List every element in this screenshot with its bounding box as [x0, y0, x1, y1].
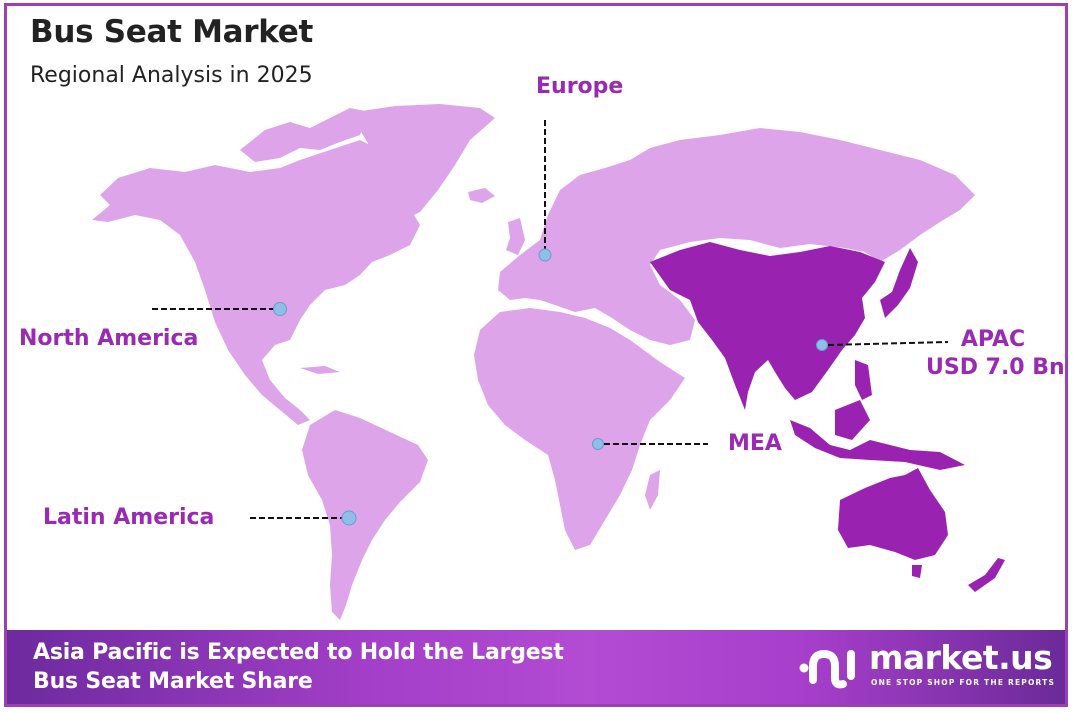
marker-europe[interactable] — [538, 248, 552, 262]
footer-headline-line1: Asia Pacific is Expected to Hold the Lar… — [33, 640, 564, 665]
apac-region-name: APAC — [960, 327, 1026, 352]
leader-apac — [827, 341, 949, 346]
page-subtitle: Regional Analysis in 2025 — [30, 63, 313, 88]
footer-headline-line2: Bus Seat Market Share — [33, 669, 313, 694]
apac-market-value: USD 7.0 Bn — [926, 355, 1065, 380]
marker-latin-america[interactable] — [341, 510, 357, 526]
new-zealand-shape — [968, 558, 1005, 592]
land-highlight-apac — [650, 242, 1005, 592]
leader-lines — [152, 120, 949, 519]
tasmania-shape — [912, 565, 922, 578]
marker-apac[interactable] — [816, 339, 828, 351]
marketus-logo-icon — [799, 649, 855, 689]
label-north-america: North America — [19, 326, 199, 351]
land-default — [92, 104, 975, 620]
madagascar-shape — [645, 470, 660, 510]
southeast-asia-shape — [790, 420, 965, 470]
philippines-shape — [855, 360, 872, 400]
borneo-shape — [835, 400, 870, 440]
footer-banner: Asia Pacific is Expected to Hold the Lar… — [7, 630, 1065, 704]
label-europe: Europe — [536, 74, 624, 99]
brand-name: market.us — [869, 638, 1053, 677]
greenland-shape — [355, 104, 495, 218]
label-mea: MEA — [728, 431, 782, 456]
label-latin-america: Latin America — [43, 505, 215, 530]
page-title: Bus Seat Market — [30, 14, 314, 50]
label-apac: APAC USD 7.0 Bn — [926, 326, 1065, 382]
footer-headline: Asia Pacific is Expected to Hold the Lar… — [33, 638, 564, 696]
africa-shape — [474, 308, 685, 550]
brand-tagline: ONE STOP SHOP FOR THE REPORTS — [871, 678, 1056, 687]
asia-shape — [650, 242, 885, 410]
australia-shape — [838, 468, 948, 560]
uk-shape — [506, 218, 525, 255]
arctic-islands-shape — [240, 108, 370, 162]
marker-mea[interactable] — [592, 438, 604, 450]
marker-north-america[interactable] — [273, 302, 287, 316]
region-markers — [273, 248, 828, 526]
caribbean-shape — [300, 366, 340, 374]
marketus-logo[interactable]: market.us ONE STOP SHOP FOR THE REPORTS — [797, 638, 1054, 694]
south-america-shape — [302, 410, 428, 620]
iceland-shape — [468, 188, 495, 203]
japan-shape — [880, 248, 918, 318]
north-america-shape — [92, 140, 420, 425]
eurasia-shape — [498, 128, 975, 345]
